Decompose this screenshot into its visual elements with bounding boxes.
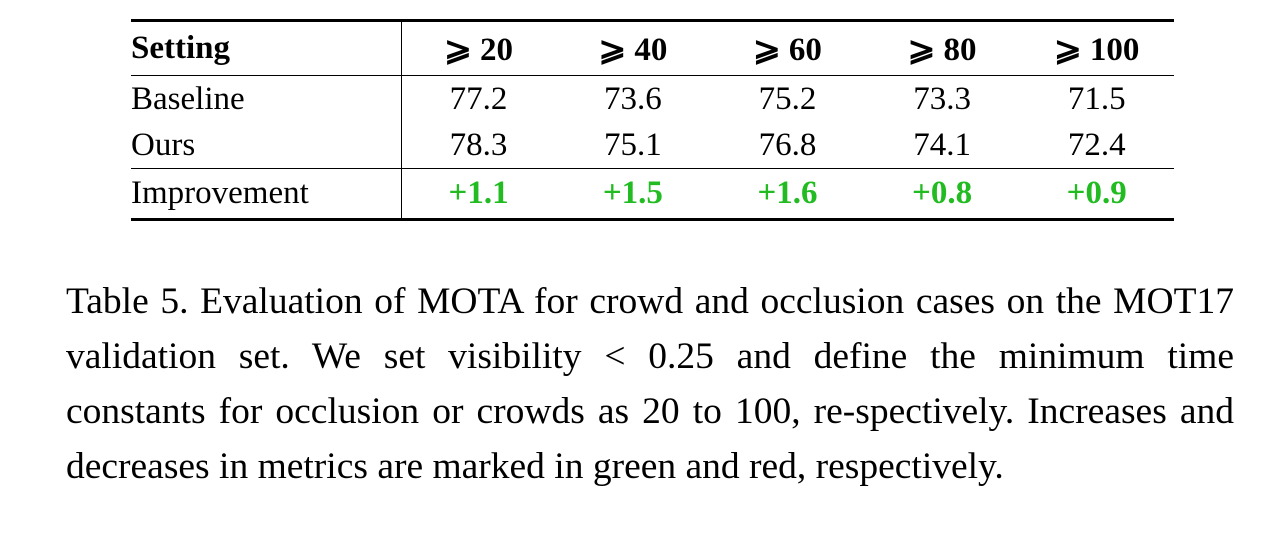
improvement-cell: +1.1 — [401, 168, 556, 221]
table-cell: 78.3 — [449, 126, 508, 163]
header-setting: Setting — [131, 19, 402, 76]
header-threshold-80: ⩾ 80 — [864, 19, 1020, 76]
table-cell: 77.2 — [449, 80, 508, 117]
table-row-baseline: Baseline 77.2 73.6 75.2 73.3 71.5 — [131, 75, 1174, 122]
header-threshold-100: ⩾ 100 — [1019, 19, 1174, 76]
table-cell: 71.5 — [1067, 80, 1126, 117]
table-header-row: Setting ⩾ 20 ⩾ 40 ⩾ 60 ⩾ 80 ⩾ 100 — [131, 19, 1174, 76]
improvement-cell: +0.9 — [1019, 168, 1174, 221]
table-row-ours: Ours 78.3 75.1 76.8 74.1 72.4 — [131, 122, 1174, 169]
results-table-container: Setting ⩾ 20 ⩾ 40 ⩾ 60 ⩾ 80 ⩾ 100 Baseli… — [131, 19, 1174, 221]
table-cell: 74.1 — [913, 126, 971, 163]
table-cell: 73.6 — [604, 80, 662, 117]
table-caption: Table 5. Evaluation of MOTA for crowd an… — [66, 281, 1234, 487]
table-cell: 72.4 — [1067, 126, 1126, 163]
results-table: Setting ⩾ 20 ⩾ 40 ⩾ 60 ⩾ 80 ⩾ 100 Baseli… — [131, 19, 1174, 221]
header-threshold-40: ⩾ 40 — [555, 19, 711, 76]
header-threshold-60: ⩾ 60 — [710, 19, 865, 76]
improvement-cell: +1.6 — [710, 168, 865, 221]
header-threshold-20: ⩾ 20 — [401, 19, 556, 76]
table-cell: 73.3 — [913, 80, 971, 117]
table-cell: 75.2 — [758, 80, 817, 117]
row-label: Improvement — [131, 168, 402, 221]
row-label: Ours — [131, 122, 402, 169]
row-label: Baseline — [131, 75, 402, 122]
table-cell: 75.1 — [604, 126, 662, 163]
table-row-improvement: Improvement +1.1 +1.5 +1.6 +0.8 +0.9 — [131, 168, 1174, 221]
improvement-cell: +1.5 — [555, 168, 711, 221]
table-cell: 76.8 — [758, 126, 817, 163]
improvement-cell: +0.8 — [864, 168, 1020, 221]
